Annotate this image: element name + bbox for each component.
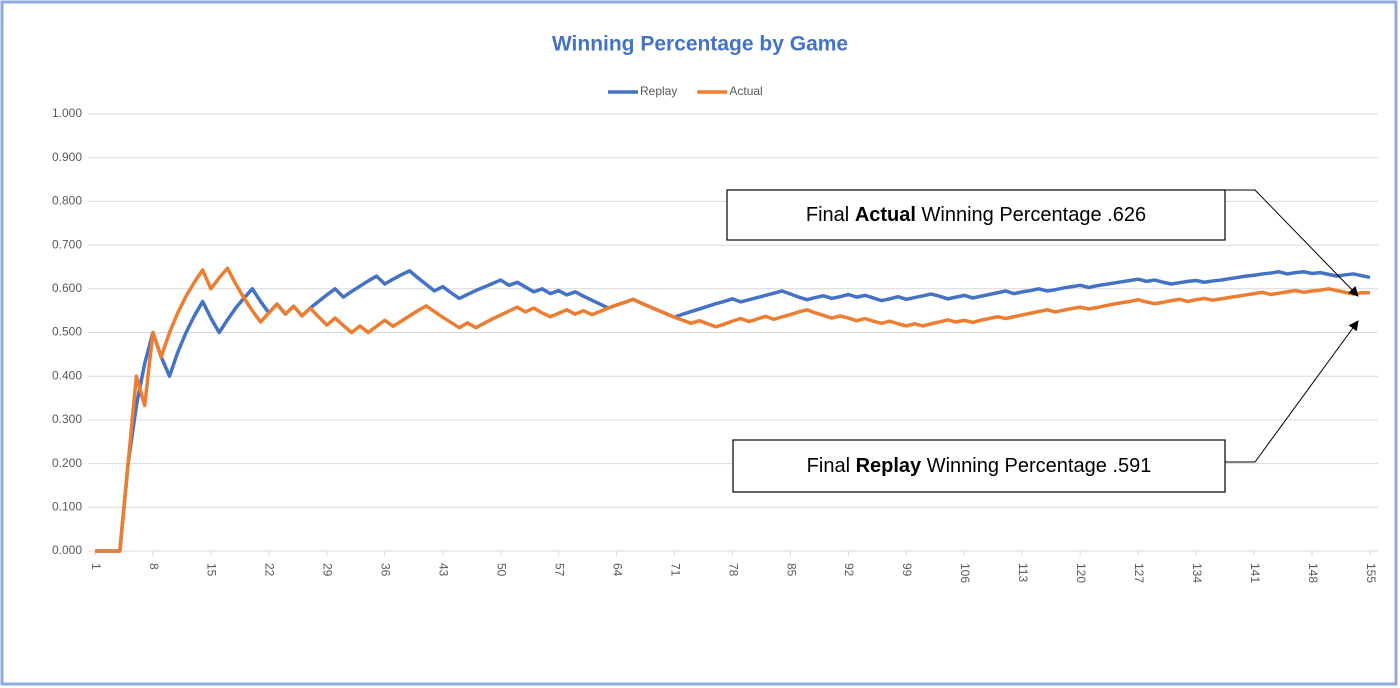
annotation-box [726, 189, 1226, 241]
annotations: Final Actual Winning Percentage .626Fina… [726, 189, 1359, 493]
x-tick-label: 50 [495, 563, 509, 577]
y-tick-label: 0.400 [52, 368, 82, 382]
series-line [95, 266, 1370, 553]
annotation-text: Final Replay Winning Percentage .591 [807, 455, 1152, 477]
x-tick-label: 29 [321, 563, 335, 577]
x-tick-label: 1 [89, 563, 103, 570]
x-tick-label: 113 [1016, 563, 1030, 582]
annotation-box [732, 439, 1226, 493]
y-tick-label: 0.300 [52, 412, 82, 426]
chart-title: Winning Percentage by Game [552, 33, 848, 56]
x-tick-label: 78 [726, 563, 740, 577]
x-tick-label: 15 [205, 563, 219, 577]
x-tick-label: 8 [147, 563, 161, 570]
x-tick-label: 155 [1364, 563, 1378, 583]
x-tick-label: 92 [842, 563, 856, 577]
y-tick-label: 0.500 [52, 325, 82, 339]
x-tick-label: 36 [379, 563, 393, 577]
x-tick-label: 99 [900, 563, 914, 577]
y-tick-label: 0.000 [52, 543, 82, 557]
x-tick-label: 141 [1248, 563, 1262, 583]
x-tick-label: 22 [263, 563, 277, 577]
x-tick-label: 106 [958, 563, 972, 583]
plot [95, 266, 1371, 553]
annotation-part: Winning Percentage .626 [922, 204, 1147, 226]
x-tick-label: 57 [552, 563, 566, 577]
x-tick-label: 120 [1074, 563, 1088, 583]
annotation-part: Actual [855, 204, 916, 226]
annotation-part: Final [807, 455, 850, 477]
y-tick-label: 0.700 [52, 237, 82, 251]
legend: Replay Actual [608, 84, 763, 98]
y-tick-label: 0.600 [52, 281, 82, 295]
annotation-part: Final [806, 204, 849, 226]
legend-label: Actual [729, 84, 762, 98]
x-tick-label: 134 [1190, 563, 1204, 583]
legend-label: Replay [640, 84, 677, 98]
x-tick-label: 85 [784, 563, 798, 577]
x-tick-label: 71 [668, 563, 682, 577]
arrow [1225, 189, 1359, 297]
x-tick-label: 127 [1132, 563, 1146, 583]
annotation-part: Winning Percentage .591 [927, 455, 1152, 477]
x-tick-label: 64 [610, 563, 624, 577]
y-tick-label: 0.200 [52, 456, 82, 470]
y-tick-label: 0.100 [52, 499, 82, 513]
y-tick-label: 0.800 [52, 194, 82, 208]
x-tick-label: 148 [1306, 563, 1320, 583]
y-tick-label: 1.000 [52, 106, 82, 120]
y-tick-label: 0.900 [52, 150, 82, 164]
arrow [1225, 320, 1359, 463]
annotation-part: Replay [856, 455, 922, 477]
annotation-text: Final Actual Winning Percentage .626 [806, 204, 1146, 226]
x-tick-label: 43 [437, 563, 451, 577]
